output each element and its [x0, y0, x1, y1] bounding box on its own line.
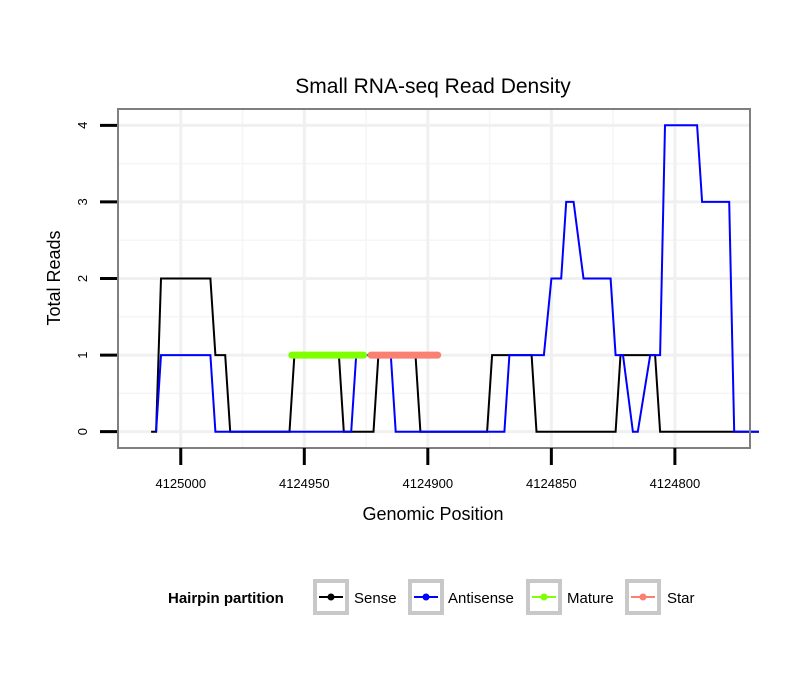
chart-title: Small RNA-seq Read Density: [295, 75, 571, 98]
legend-entry-mature: Mature: [526, 579, 614, 615]
legend-key-point: [540, 593, 548, 601]
series-layer: [151, 124, 759, 433]
legend-label: Mature: [567, 590, 614, 607]
y-tick-label: 2: [75, 275, 90, 282]
legend-title: Hairpin partition: [168, 590, 284, 607]
legend-label: Star: [667, 590, 695, 607]
legend: Hairpin partition Sense Antisense Mature St…: [168, 579, 695, 615]
legend-label: Antisense: [448, 590, 514, 607]
y-axis-title: Total Reads: [44, 230, 64, 325]
plot-panel-border: [117, 108, 751, 449]
x-tick-label: 4124900: [403, 476, 454, 491]
y-tick-label: 3: [75, 198, 90, 205]
legend-entry-sense: Sense: [313, 579, 397, 615]
x-tick-label: 4124850: [526, 476, 577, 491]
legend-key-point: [422, 593, 430, 601]
y-tick-label: 1: [75, 351, 90, 358]
x-tick-label: 4124800: [650, 476, 701, 491]
x-tick-label: 4124950: [279, 476, 330, 491]
legend-key-point: [327, 593, 335, 601]
y-tick-label: 0: [75, 428, 90, 435]
legend-key-point: [639, 593, 647, 601]
x-axis-title: Genomic Position: [362, 504, 503, 524]
x-tick-label: 4125000: [155, 476, 206, 491]
y-tick-label: 4: [75, 122, 90, 129]
legend-entry-antisense: Antisense: [408, 579, 514, 615]
legend-label: Sense: [354, 590, 397, 607]
series-line-antisense: [155, 124, 759, 433]
x-axis: 4125000 4124950 4124900 4124850 4124800: [155, 448, 700, 491]
legend-entry-star: Star: [625, 579, 695, 615]
y-axis: 0 1 2 3 4: [75, 122, 117, 435]
